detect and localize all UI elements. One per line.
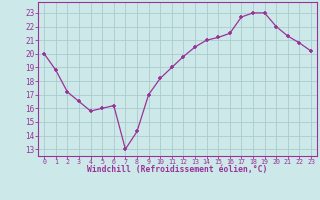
X-axis label: Windchill (Refroidissement éolien,°C): Windchill (Refroidissement éolien,°C) bbox=[87, 165, 268, 174]
